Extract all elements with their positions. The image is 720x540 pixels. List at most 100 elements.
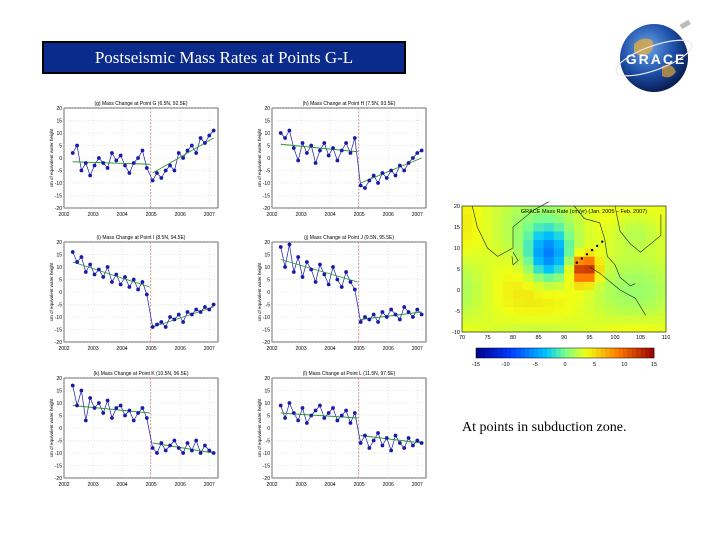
heatmap-cell <box>502 281 514 291</box>
y-axis-label: cm of equivalent water height <box>257 398 262 457</box>
data-point <box>331 406 335 410</box>
data-point <box>114 272 119 277</box>
heatmap-cell <box>472 206 483 215</box>
chart-title: (g) Mass Change at Point G (6.5N, 92.5E) <box>94 101 187 107</box>
heatmap-cell <box>482 239 493 249</box>
map-y-tick-label: 10 <box>454 246 460 252</box>
map-y-tick-label: 0 <box>457 288 460 294</box>
data-point <box>318 148 322 153</box>
heatmap-cell <box>533 239 544 249</box>
y-tick-label: 10 <box>56 401 62 407</box>
data-point <box>127 171 132 175</box>
y-tick-label: -15 <box>263 194 270 200</box>
map-point-marker <box>575 261 578 264</box>
colorbar-cell <box>582 348 588 358</box>
data-point <box>348 151 353 155</box>
page-title: Postseismic Mass Rates at Points G-L <box>42 41 406 74</box>
data-point <box>140 280 145 284</box>
y-tick-label: -5 <box>58 303 63 309</box>
data-point <box>155 322 159 327</box>
chart-panel-h: 20 15 10 5 0 -5 -10 -15 -20 2002 2003 2004 2005 2006 2… <box>256 96 464 226</box>
map-y-tick-label: 5 <box>457 267 460 273</box>
heatmap-cell <box>533 222 544 232</box>
x-tick-label: 2006 <box>383 346 394 352</box>
x-tick-label: 2007 <box>204 482 215 488</box>
data-point <box>283 416 287 420</box>
heatmap-cell <box>492 290 504 299</box>
data-point <box>371 312 376 317</box>
y-tick-label: -20 <box>263 206 270 212</box>
heatmap-cell <box>533 248 544 257</box>
data-point <box>144 416 149 420</box>
heatmap-cell <box>615 290 626 299</box>
heatmap-cell <box>625 306 636 316</box>
data-point <box>344 141 348 145</box>
data-point <box>105 398 110 403</box>
data-point <box>203 305 207 309</box>
heatmap-cell <box>645 298 657 308</box>
data-point <box>150 325 155 329</box>
data-point <box>198 136 203 140</box>
heatmap-cell <box>462 256 473 266</box>
data-point <box>300 275 305 279</box>
heatmap-cell <box>574 256 585 266</box>
data-point <box>105 265 110 269</box>
data-point <box>127 408 132 413</box>
data-point <box>176 312 181 317</box>
data-point <box>185 148 190 153</box>
heatmap-cell <box>533 315 544 324</box>
map-x-tick-label: 80 <box>510 335 516 341</box>
heatmap-cell <box>645 256 657 266</box>
y-axis-label: cm of equivalent water height <box>49 262 54 321</box>
heatmap-cell <box>574 222 585 232</box>
data-point <box>411 443 415 448</box>
data-point <box>380 171 385 175</box>
heatmap-cell <box>502 264 514 274</box>
heatmap-cell <box>492 281 504 291</box>
heatmap-cell <box>604 290 616 299</box>
chart-panel-k: 20 15 10 5 0 -5 -10 -15 -20 2002 2003 2004 2005 2006 2… <box>48 366 256 496</box>
heatmap-cell <box>492 315 504 324</box>
data-point <box>159 441 164 445</box>
heatmap-cell <box>543 206 555 215</box>
heatmap-cell <box>574 306 585 316</box>
y-tick-label: 15 <box>264 389 270 395</box>
y-tick-label: 0 <box>267 426 270 432</box>
chart-panel-g: 20 15 10 5 0 -5 -10 -15 -20 2002 2003 2004 2005 2006 2… <box>48 96 256 226</box>
data-point <box>389 448 394 453</box>
heatmap-cell <box>553 315 565 324</box>
heatmap-cell <box>462 248 473 257</box>
colorbar-cell <box>622 348 628 358</box>
chart-title: (j) Mass Change at Point J (9.5N, 95.5E) <box>304 235 394 241</box>
heatmap-cell <box>584 206 595 215</box>
trend-line <box>72 261 150 288</box>
heatmap-cell <box>655 239 667 249</box>
heatmap-cell <box>523 306 534 316</box>
data-point <box>393 173 398 178</box>
colorbar-cell <box>484 348 490 358</box>
map-x-tick-label: 75 <box>484 335 490 341</box>
heatmap-cell <box>553 206 565 215</box>
y-tick-label: 0 <box>267 290 270 296</box>
heatmap-cell <box>635 281 646 291</box>
grace-logo: GRACE <box>615 19 693 92</box>
plot-area <box>63 377 219 479</box>
colorbar-tick-label: -10 <box>502 362 510 368</box>
x-tick-label: 2005 <box>354 482 365 488</box>
data-point <box>118 403 123 408</box>
heatmap-cell <box>635 290 646 299</box>
colorbar-cell <box>493 348 499 358</box>
data-point <box>339 148 344 153</box>
heatmap-cell <box>553 231 565 240</box>
data-point <box>367 178 372 183</box>
y-tick-label: 20 <box>264 240 270 246</box>
heatmap-cell <box>462 264 473 274</box>
colorbar-cell <box>613 348 619 358</box>
data-point <box>211 128 216 133</box>
heatmap-cell <box>533 298 544 308</box>
heatmap-cell <box>574 273 585 282</box>
data-point <box>181 320 186 324</box>
colorbar-tick-label: -15 <box>472 362 480 368</box>
colorbar-cell <box>565 348 570 358</box>
x-tick-label: 2006 <box>175 212 186 218</box>
